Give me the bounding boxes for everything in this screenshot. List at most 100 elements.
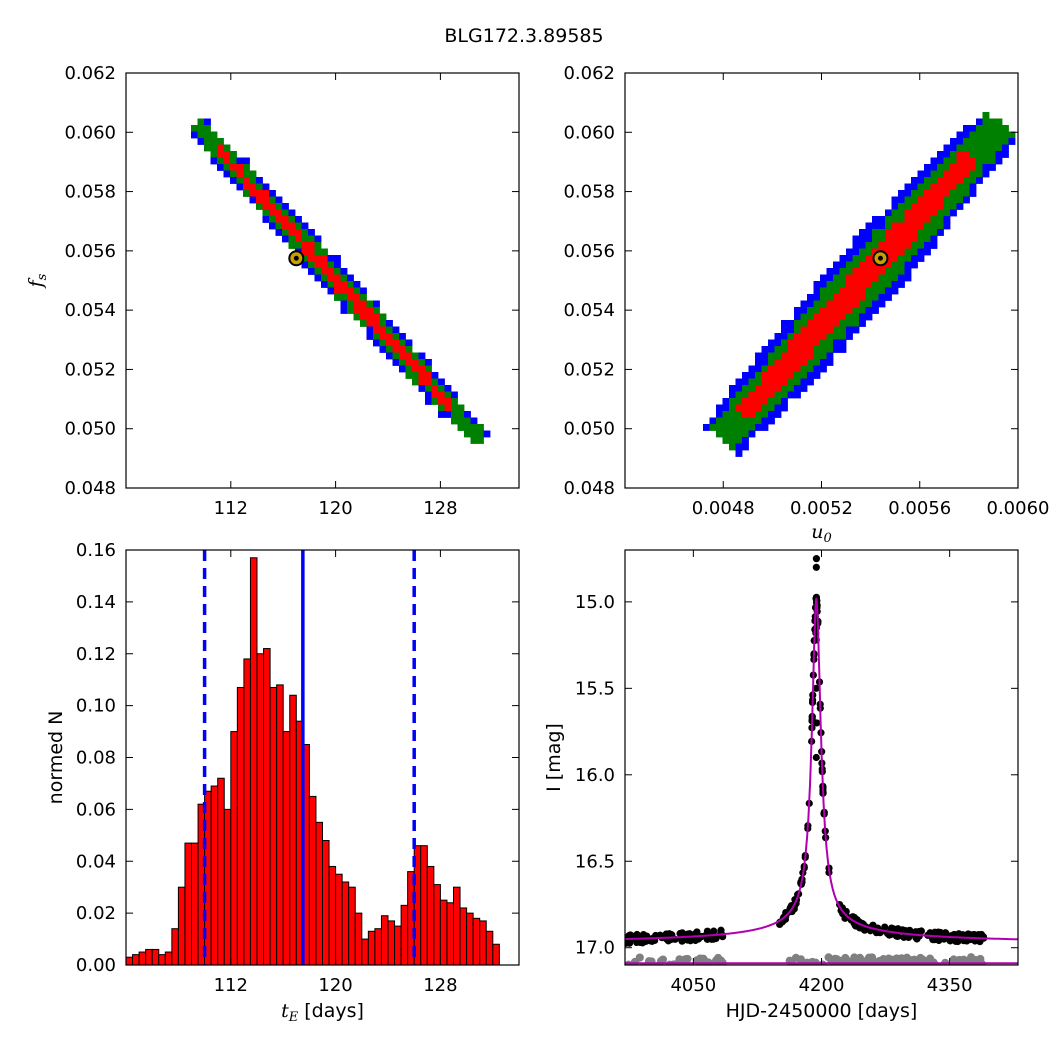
heatmap-cell (807, 359, 814, 366)
panel-top-left-fs-vs-te: 112 120 128 0.048 0.050 0.052 0.054 0.056 0.058 0… (25, 63, 520, 519)
heatmap-cell (872, 242, 879, 249)
heatmap-cell (826, 307, 834, 314)
heatmap-cell (852, 268, 860, 275)
heatmap-cell (839, 326, 847, 334)
heatmap-cell (774, 411, 782, 418)
heatmap-cell (464, 430, 471, 438)
histogram-bar (249, 557, 258, 966)
histogram-bar (243, 658, 251, 966)
heatmap-cell (911, 261, 918, 269)
heatmap-cell (399, 352, 406, 360)
heatmap-cell (431, 391, 439, 399)
heatmap-cell (898, 242, 905, 249)
heatmap-cell (904, 209, 912, 217)
y-tick-label: 0.02 (76, 903, 116, 924)
heatmap-cell (833, 333, 840, 340)
heatmap-cell (787, 326, 795, 334)
y-tick-label: 0.04 (76, 851, 116, 872)
heatmap-cell (898, 229, 905, 236)
heatmap-cell (859, 274, 866, 282)
heatmap-cell (768, 339, 775, 347)
heatmap-cell (477, 430, 484, 438)
heatmap-cell (885, 274, 892, 282)
heatmap-cell (366, 307, 374, 314)
heatmap-cell (865, 261, 873, 269)
x-tick-label: 112 (214, 975, 248, 996)
histogram-bar (158, 954, 166, 966)
heatmap-cell (943, 151, 951, 158)
heatmap-cell (995, 118, 1003, 126)
heatmap-cell (755, 359, 762, 366)
heatmap-cell (230, 151, 237, 158)
heatmap-cell (976, 151, 983, 158)
heatmap-cell (197, 118, 205, 126)
heatmap-cell (878, 281, 886, 288)
heatmap-cell (360, 313, 367, 321)
data-point (861, 926, 869, 934)
heatmap-cell (735, 391, 743, 399)
heatmap-cell (839, 346, 847, 353)
y-tick-label: 17.0 (575, 938, 615, 959)
heatmap-cell (891, 242, 899, 249)
heatmap-cell (451, 404, 458, 412)
heatmap-cell (969, 157, 977, 165)
heatmap-cell (989, 131, 996, 139)
heatmap-cell (366, 313, 374, 321)
heatmap-cell (885, 261, 892, 269)
heatmap-cell (366, 326, 374, 334)
y-tick-label: 0.050 (64, 419, 116, 440)
heatmap-cell (1002, 138, 1009, 145)
heatmap-cell (722, 424, 730, 431)
heatmap-cell (852, 242, 860, 249)
heatmap-cell (826, 281, 834, 288)
heatmap-cell (438, 391, 445, 399)
heatmap-cell (911, 229, 918, 236)
residual-point (812, 964, 818, 965)
heatmap-cell (223, 144, 231, 152)
heatmap-cell (924, 248, 931, 256)
heatmap-cell (781, 346, 788, 353)
heatmap-cell (859, 229, 866, 236)
heatmap-cell (379, 346, 387, 353)
heatmap-cell (386, 352, 393, 360)
heatmap-cell (774, 398, 782, 405)
heatmap-cell (917, 248, 925, 256)
heatmap-cell (262, 209, 270, 217)
residual-point (633, 964, 637, 965)
heatmap-cell (716, 417, 723, 425)
histogram-bar (492, 943, 500, 966)
heatmap-cell (963, 183, 970, 191)
heatmap-cell (243, 177, 250, 184)
heatmap-cell (373, 339, 380, 347)
heatmap-cell (891, 196, 899, 204)
heatmap-cell (898, 281, 905, 288)
heatmap-cell (781, 365, 788, 373)
heatmap-cell (898, 255, 905, 262)
heatmap-cell (930, 190, 938, 197)
heatmap-cell (859, 242, 866, 249)
heatmap-cell (781, 320, 788, 327)
heatmap-cell (230, 170, 237, 178)
heatmap-cell (904, 183, 912, 191)
heatmap-cell (236, 170, 244, 178)
heatmap-cell (347, 274, 354, 282)
heatmap-cell (314, 274, 322, 282)
residual-point (980, 966, 987, 973)
heatmap-cell (937, 190, 944, 197)
heatmap-cell (768, 365, 775, 373)
data-point (812, 555, 821, 563)
heatmap-cell (807, 346, 814, 353)
heatmap-cell (282, 229, 289, 236)
heatmap-cell (859, 281, 866, 288)
heatmap-cell (295, 235, 302, 243)
heatmap-cell (301, 229, 309, 236)
heatmap-cell (943, 222, 951, 230)
heatmap-cell (282, 209, 289, 217)
heatmap-cell (457, 424, 465, 431)
heatmap-cell (288, 229, 296, 236)
histogram-bar (433, 884, 441, 966)
heatmap-cell (405, 359, 413, 366)
heatmap-cell (392, 333, 400, 340)
heatmap-cell (366, 300, 374, 308)
heatmap-cell (379, 339, 387, 347)
